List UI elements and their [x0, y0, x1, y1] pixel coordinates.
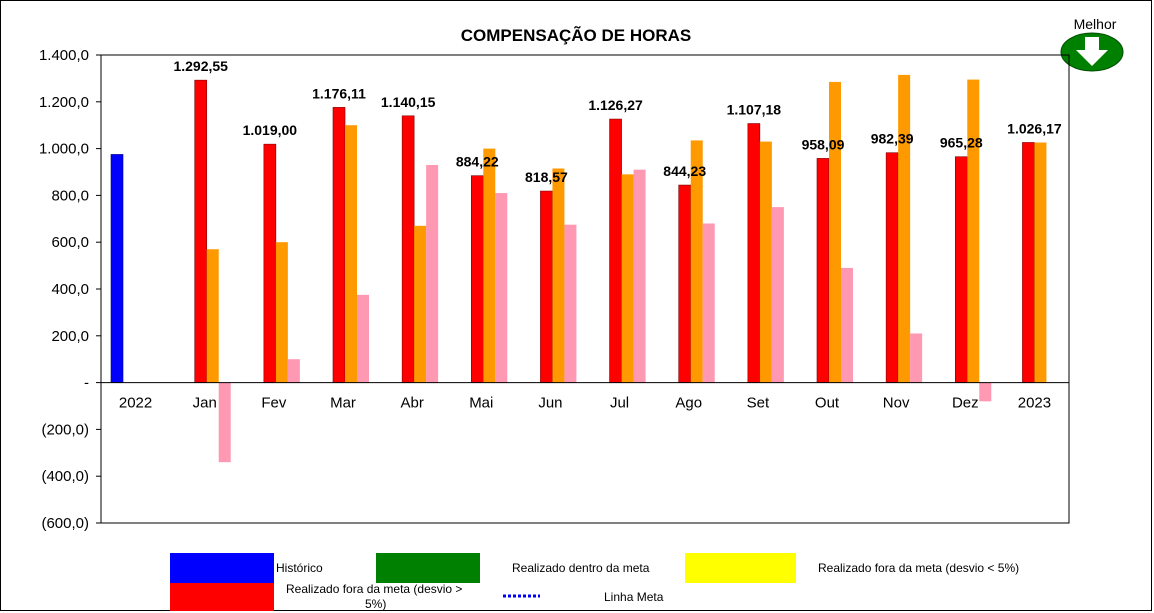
y-tick-label: - [84, 375, 89, 392]
category-label: Fev [261, 395, 287, 412]
legend-dentro-meta-label: Realizado dentro da meta [512, 561, 650, 575]
category-label: Jun [538, 395, 562, 412]
category-label: Mar [330, 395, 356, 412]
realizado-bar-Dez [954, 156, 968, 383]
realizado-bar-Jul [609, 118, 622, 383]
y-tick-label: (600,0) [41, 515, 89, 532]
category-labels: 2022 Jan Fev Mar Abr Mai Jun Jul Ago Set Out Nov Dez… [119, 395, 1051, 412]
category-label: Out [815, 395, 840, 412]
series-pink-bar-Ago [702, 223, 715, 383]
data-label: 1.292,55 [173, 58, 228, 74]
series-pink-bar-Fev [287, 359, 300, 383]
series-pink-bar-Out [841, 267, 853, 383]
legend: Histórico Realizado dentro da meta Realiza… [170, 553, 1019, 611]
data-label: 1.026,17 [1007, 120, 1062, 136]
series-orange-bar-Jul [621, 174, 634, 383]
melhor-label: Melhor [1074, 16, 1117, 32]
legend-fora-maior-swatch [170, 583, 274, 611]
data-label: 1.140,15 [381, 94, 436, 110]
series-orange-bar-Set [759, 141, 772, 383]
series-pink-bar-Mai [495, 193, 508, 383]
legend-dentro-meta-swatch [376, 553, 480, 583]
category-label: 2022 [119, 395, 152, 412]
series-orange-bar-Ago [690, 140, 703, 383]
realizado-bar-Jun [540, 190, 553, 383]
data-label: 958,09 [802, 136, 845, 152]
series-orange-bar-Out [829, 81, 841, 383]
series-orange-bar-Nov [898, 74, 911, 383]
bars [110, 74, 1047, 463]
category-label: Ago [675, 395, 702, 412]
y-tick-label: 1.000,0 [39, 141, 89, 158]
data-label: 1.019,00 [243, 122, 298, 138]
y-tick-label: 600,0 [51, 234, 89, 251]
realizado-bar-Ago [678, 184, 692, 383]
series-pink-bar-Mar [357, 294, 369, 383]
chart-title: COMPENSAÇÃO DE HORAS [461, 25, 691, 45]
y-tick-label: 200,0 [51, 328, 89, 345]
historico-bar-2022 [110, 154, 124, 383]
series-pink-bar-Set [771, 207, 784, 383]
series-orange-bar-Abr [414, 225, 427, 383]
category-label: Nov [883, 395, 910, 412]
series-pink-bar-Nov [910, 333, 923, 383]
series-pink-bar-Jan [218, 382, 231, 463]
realizado-bar-Fev [263, 143, 277, 383]
data-label: 884,22 [456, 154, 499, 170]
series-orange-bar-Jun [552, 168, 565, 383]
realizado-bar-Nov [885, 152, 899, 383]
legend-linha-meta-label: Linha Meta [604, 590, 664, 604]
category-label: Jul [610, 395, 629, 412]
legend-historico-label: Histórico [276, 561, 323, 575]
category-label: Dez [952, 395, 979, 412]
series-orange-bar-Mar [345, 125, 357, 383]
realizado-bar-Mai [470, 175, 484, 383]
legend-historico-swatch [170, 553, 274, 583]
data-label: 982,39 [871, 131, 914, 147]
y-tick-label: 400,0 [51, 281, 89, 298]
y-tick-label: (400,0) [41, 468, 89, 485]
series-pink-bar-Jul [633, 169, 646, 383]
data-label: 818,57 [525, 169, 568, 185]
y-tick-label: 1.200,0 [39, 94, 89, 111]
series-pink-bar-Jun [564, 224, 577, 383]
legend-fora-menor-swatch [685, 553, 796, 583]
category-label: Jan [193, 395, 217, 412]
realizado-bar-Set [747, 123, 761, 383]
realizado-bar-2023 [1022, 142, 1035, 383]
data-label: 1.107,18 [727, 102, 782, 118]
y-axis: 1.400,0 1.200,0 1.000,0 800,0 600,0 400,0 200,… [39, 47, 101, 532]
data-label: 965,28 [940, 135, 983, 151]
data-labels: 1.292,55 1.019,00 1.176,11 1.140,15 884,22 81… [173, 58, 1061, 185]
series-orange-bar-Fev [275, 242, 288, 383]
realizado-bar-Out [816, 158, 830, 383]
series-pink-bar-Dez [979, 382, 992, 402]
series-pink-bar-Abr [426, 164, 439, 383]
series-orange-bar-Dez [967, 79, 980, 383]
series-orange-bar-2023 [1034, 142, 1047, 383]
data-label: 844,23 [663, 163, 706, 179]
category-label: Abr [400, 395, 423, 412]
series-orange-bar-Mai [483, 148, 496, 383]
arrow-down-icon [1060, 32, 1124, 72]
realizado-bar-Abr [401, 115, 415, 383]
legend-fora-menor-label: Realizado fora da meta (desvio < 5%) [818, 561, 1019, 575]
legend-fora-maior-label: Realizado fora da meta (desvio > [286, 582, 462, 596]
y-tick-label: 800,0 [51, 187, 89, 204]
data-label: 1.176,11 [312, 85, 366, 101]
y-tick-label: 1.400,0 [39, 47, 89, 64]
category-label: Mai [469, 395, 493, 412]
category-label: 2023 [1018, 395, 1051, 412]
category-label: Set [747, 395, 770, 412]
data-label: 1.126,27 [588, 97, 643, 113]
y-tick-label: (200,0) [41, 421, 89, 438]
realizado-bar-Jan [194, 79, 208, 383]
series-orange-bar-Jan [206, 249, 219, 383]
legend-fora-maior-label-cont: 5%) [365, 597, 386, 611]
realizado-bar-Mar [332, 107, 346, 383]
melhor-indicator: Melhor [1060, 16, 1124, 72]
